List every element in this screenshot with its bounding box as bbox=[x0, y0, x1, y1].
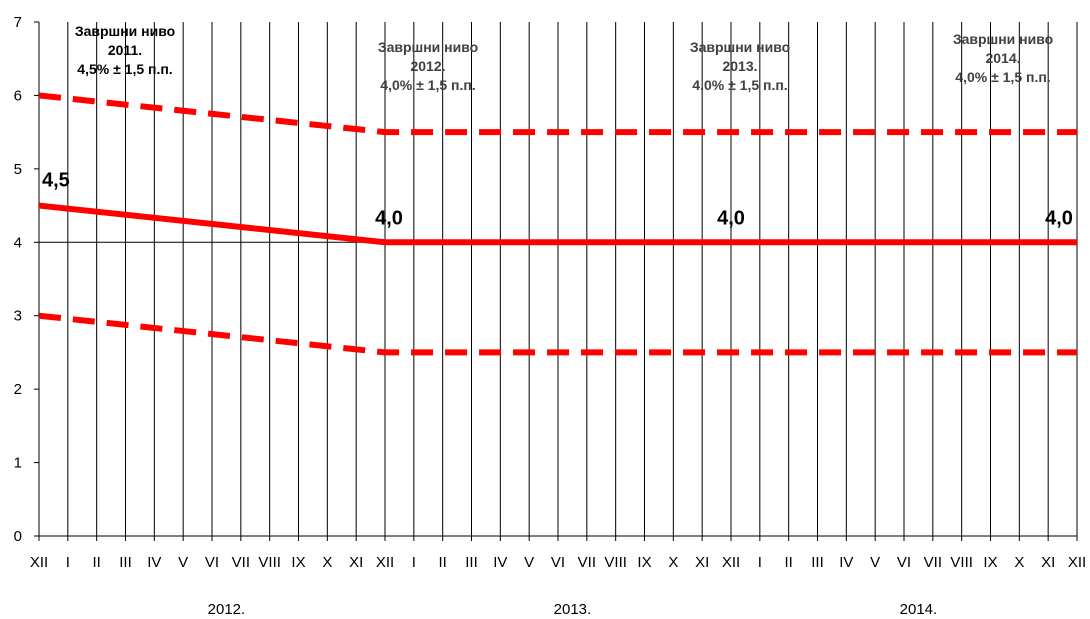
x-tick-label: III bbox=[119, 554, 132, 571]
y-tick-label: 0 bbox=[14, 528, 22, 545]
x-tick-label: XII bbox=[30, 554, 48, 571]
target-band-line bbox=[38, 92, 1077, 136]
y-tick-label: 6 bbox=[14, 87, 22, 104]
x-tick-label: XI bbox=[695, 554, 709, 571]
annotation-line: 2012. bbox=[410, 58, 445, 74]
x-tick-label: VII bbox=[232, 554, 250, 571]
grid bbox=[39, 22, 1077, 536]
year-label: 2013. bbox=[554, 601, 592, 618]
annotation-line: Завршни ниво bbox=[378, 39, 478, 55]
year-label: 2014. bbox=[900, 601, 938, 618]
x-tick-label: III bbox=[811, 554, 824, 571]
x-tick-label: VIII bbox=[950, 554, 973, 571]
x-tick-label: VIII bbox=[604, 554, 627, 571]
x-tick-label: II bbox=[784, 554, 792, 571]
x-tick-label: X bbox=[668, 554, 678, 571]
y-tick-label: 1 bbox=[14, 455, 22, 472]
y-tick-label: 7 bbox=[14, 14, 22, 31]
x-tick-label: I bbox=[758, 554, 762, 571]
x-tick-label: IX bbox=[983, 554, 997, 571]
x-tick-label: XII bbox=[376, 554, 394, 571]
x-tick-label: IX bbox=[637, 554, 651, 571]
annotation-line: 4,0% ± 1,5 п.п. bbox=[955, 69, 1050, 85]
x-tick-label: IV bbox=[147, 554, 161, 571]
x-tick-label: VI bbox=[551, 554, 565, 571]
annotation-line: 4,0% ± 1,5 п.п. bbox=[692, 77, 787, 93]
value-label: 4,0 bbox=[717, 207, 745, 229]
annotation-line: Завршни ниво bbox=[953, 31, 1053, 47]
x-tick-label: XII bbox=[1068, 554, 1086, 571]
x-tick-label: VI bbox=[205, 554, 219, 571]
x-tick-label: VI bbox=[897, 554, 911, 571]
x-tick-label: III bbox=[465, 554, 478, 571]
x-tick-label: V bbox=[870, 554, 880, 571]
x-tick-label: VII bbox=[924, 554, 942, 571]
year-label: 2012. bbox=[208, 601, 246, 618]
x-tick-label: IV bbox=[493, 554, 507, 571]
x-tick-label: I bbox=[412, 554, 416, 571]
labels: 4,5 4,0 4,0 4,0 bbox=[42, 170, 1073, 230]
annotation-line: 2011. bbox=[108, 42, 142, 58]
annotation-line: 2013. bbox=[722, 58, 757, 74]
value-label: 4,0 bbox=[375, 207, 403, 229]
x-tick-label: VII bbox=[578, 554, 596, 571]
target-band-line bbox=[38, 312, 1077, 356]
annotation-line: Завршни ниво bbox=[75, 23, 175, 39]
x-tick-label: X bbox=[322, 554, 332, 571]
x-tick-label: IV bbox=[839, 554, 853, 571]
x-tick-label: II bbox=[438, 554, 446, 571]
y-tick-label: 4 bbox=[14, 234, 22, 251]
annotation-line: 2014. bbox=[985, 50, 1020, 66]
x-tick-label: XI bbox=[1041, 554, 1055, 571]
x-tick-label: I bbox=[66, 554, 70, 571]
x-tick-label: V bbox=[524, 554, 534, 571]
series bbox=[38, 92, 1077, 356]
annotation-line: 4,5% ± 1,5 п.п. bbox=[77, 61, 172, 77]
y-tick-label: 5 bbox=[14, 161, 22, 178]
value-label: 4,5 bbox=[42, 170, 70, 192]
annotation-line: 4,0% ± 1,5 п.п. bbox=[380, 77, 475, 93]
y-tick-label: 3 bbox=[14, 308, 22, 325]
value-label: 4,0 bbox=[1045, 207, 1073, 229]
x-tick-label: XI bbox=[349, 554, 363, 571]
x-tick-label: IX bbox=[291, 554, 305, 571]
x-tick-label: XII bbox=[722, 554, 740, 571]
x-tick-label: VIII bbox=[258, 554, 281, 571]
annotations: Завршни ниво 2011. 4,5% ± 1,5 п.п. Завршни … bbox=[75, 23, 1053, 93]
x-tick-label: X bbox=[1014, 554, 1024, 571]
target-line bbox=[38, 202, 1077, 246]
x-tick-label: II bbox=[92, 554, 100, 571]
annotation-line: Завршни ниво bbox=[690, 39, 790, 55]
x-tick-label: V bbox=[178, 554, 188, 571]
y-tick-label: 2 bbox=[14, 381, 22, 398]
